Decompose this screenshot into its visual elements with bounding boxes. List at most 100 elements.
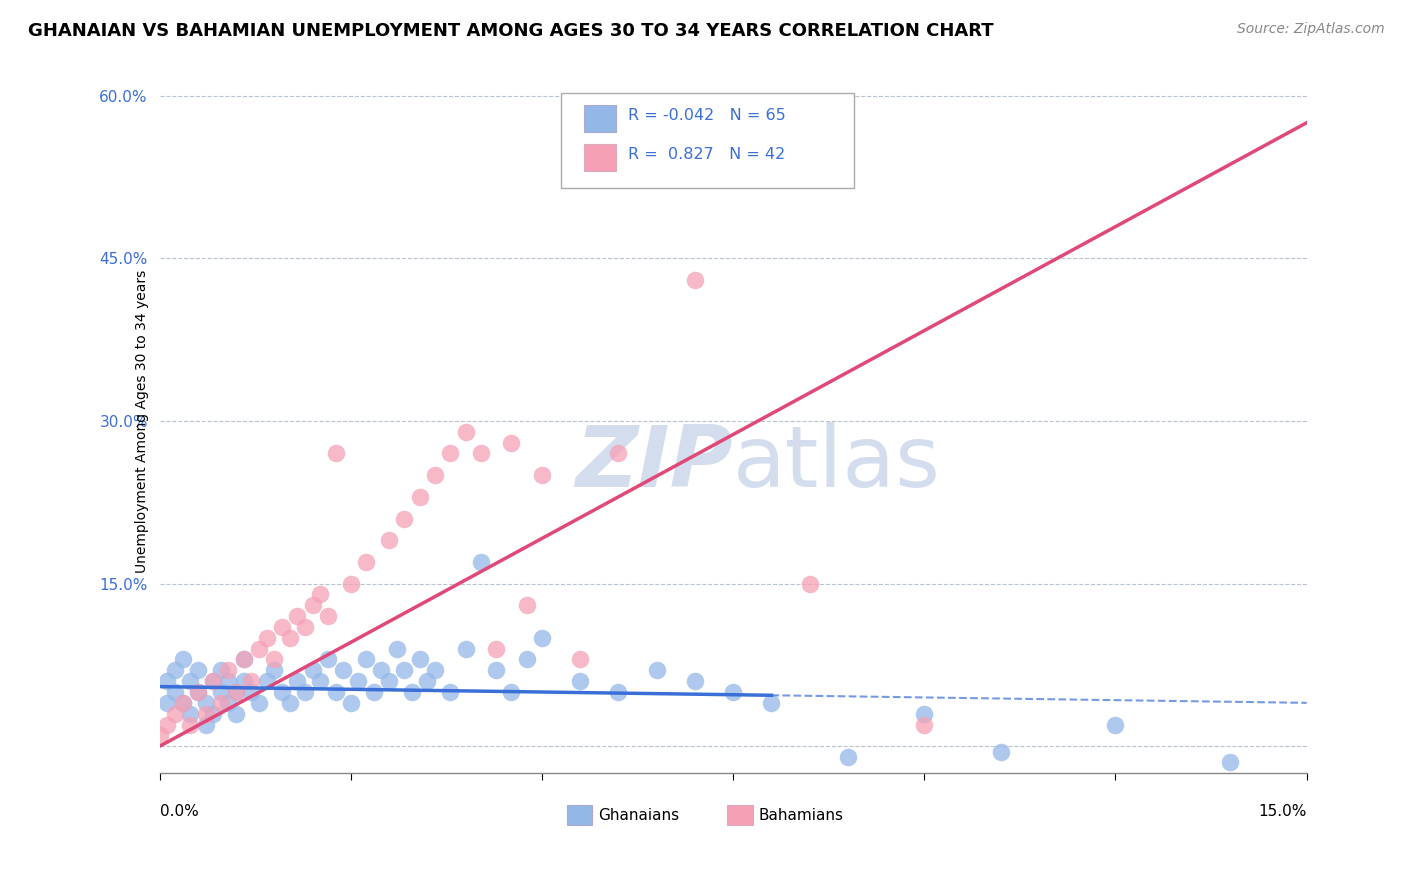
- Point: [278, 696, 301, 710]
- Point: [378, 533, 401, 548]
- Point: [218, 696, 240, 710]
- Point: [454, 425, 477, 439]
- Text: 15.0%: 15.0%: [1258, 804, 1306, 819]
- Point: [194, 717, 217, 731]
- Point: [332, 663, 354, 677]
- Point: [394, 663, 416, 677]
- Point: [163, 685, 186, 699]
- Point: [607, 685, 630, 699]
- Point: [271, 620, 294, 634]
- Point: [912, 717, 935, 731]
- Point: [225, 685, 247, 699]
- Point: [470, 555, 492, 569]
- Point: [363, 685, 385, 699]
- Point: [385, 641, 408, 656]
- Point: [683, 674, 706, 689]
- Text: R = -0.042   N = 65: R = -0.042 N = 65: [627, 108, 786, 123]
- Point: [439, 446, 461, 460]
- Point: [470, 446, 492, 460]
- Point: [325, 446, 347, 460]
- Point: [225, 685, 247, 699]
- Point: [187, 685, 209, 699]
- Point: [316, 652, 339, 666]
- Point: [516, 652, 538, 666]
- Point: [294, 685, 316, 699]
- Point: [354, 652, 377, 666]
- FancyBboxPatch shape: [561, 93, 853, 188]
- Point: [209, 696, 232, 710]
- Point: [1104, 717, 1126, 731]
- Point: [501, 685, 523, 699]
- Point: [423, 663, 446, 677]
- Point: [645, 663, 668, 677]
- Point: [256, 631, 278, 645]
- Point: [530, 631, 553, 645]
- Text: 0.0%: 0.0%: [160, 804, 198, 819]
- Point: [530, 468, 553, 483]
- Point: [309, 587, 332, 601]
- Point: [202, 674, 225, 689]
- Point: [354, 555, 377, 569]
- Point: [1219, 756, 1241, 770]
- Point: [187, 663, 209, 677]
- Point: [209, 685, 232, 699]
- Point: [263, 663, 285, 677]
- Point: [232, 652, 254, 666]
- Point: [263, 652, 285, 666]
- Point: [516, 599, 538, 613]
- Point: [247, 641, 270, 656]
- Point: [370, 663, 392, 677]
- FancyBboxPatch shape: [567, 805, 592, 825]
- Point: [340, 696, 363, 710]
- Point: [378, 674, 401, 689]
- Point: [401, 685, 423, 699]
- Point: [218, 663, 240, 677]
- Point: [761, 696, 783, 710]
- Point: [340, 576, 363, 591]
- Point: [163, 706, 186, 721]
- Point: [416, 674, 439, 689]
- Point: [256, 674, 278, 689]
- Point: [156, 717, 179, 731]
- Point: [232, 674, 254, 689]
- Point: [485, 641, 508, 656]
- Point: [683, 273, 706, 287]
- FancyBboxPatch shape: [727, 805, 752, 825]
- Point: [285, 609, 308, 624]
- Point: [225, 706, 247, 721]
- Point: [309, 674, 332, 689]
- Point: [271, 685, 294, 699]
- Point: [394, 511, 416, 525]
- Point: [569, 652, 592, 666]
- Point: [607, 446, 630, 460]
- Point: [325, 685, 347, 699]
- Point: [187, 685, 209, 699]
- Text: Bahamians: Bahamians: [758, 808, 844, 823]
- Point: [149, 728, 172, 742]
- Text: R =  0.827   N = 42: R = 0.827 N = 42: [627, 147, 785, 162]
- Point: [439, 685, 461, 699]
- Point: [301, 599, 323, 613]
- Point: [218, 674, 240, 689]
- Point: [172, 696, 194, 710]
- Point: [347, 674, 370, 689]
- Y-axis label: Unemployment Among Ages 30 to 34 years: Unemployment Among Ages 30 to 34 years: [135, 269, 149, 573]
- FancyBboxPatch shape: [583, 144, 616, 170]
- Point: [990, 745, 1012, 759]
- Point: [247, 696, 270, 710]
- Point: [454, 641, 477, 656]
- Point: [485, 663, 508, 677]
- Point: [172, 652, 194, 666]
- Text: Ghanaians: Ghanaians: [598, 808, 679, 823]
- Point: [912, 706, 935, 721]
- Point: [837, 750, 859, 764]
- Point: [316, 609, 339, 624]
- Point: [799, 576, 821, 591]
- Point: [408, 652, 430, 666]
- Point: [232, 652, 254, 666]
- Point: [294, 620, 316, 634]
- Text: atlas: atlas: [733, 422, 941, 505]
- Text: Source: ZipAtlas.com: Source: ZipAtlas.com: [1237, 22, 1385, 37]
- Point: [423, 468, 446, 483]
- Point: [240, 685, 263, 699]
